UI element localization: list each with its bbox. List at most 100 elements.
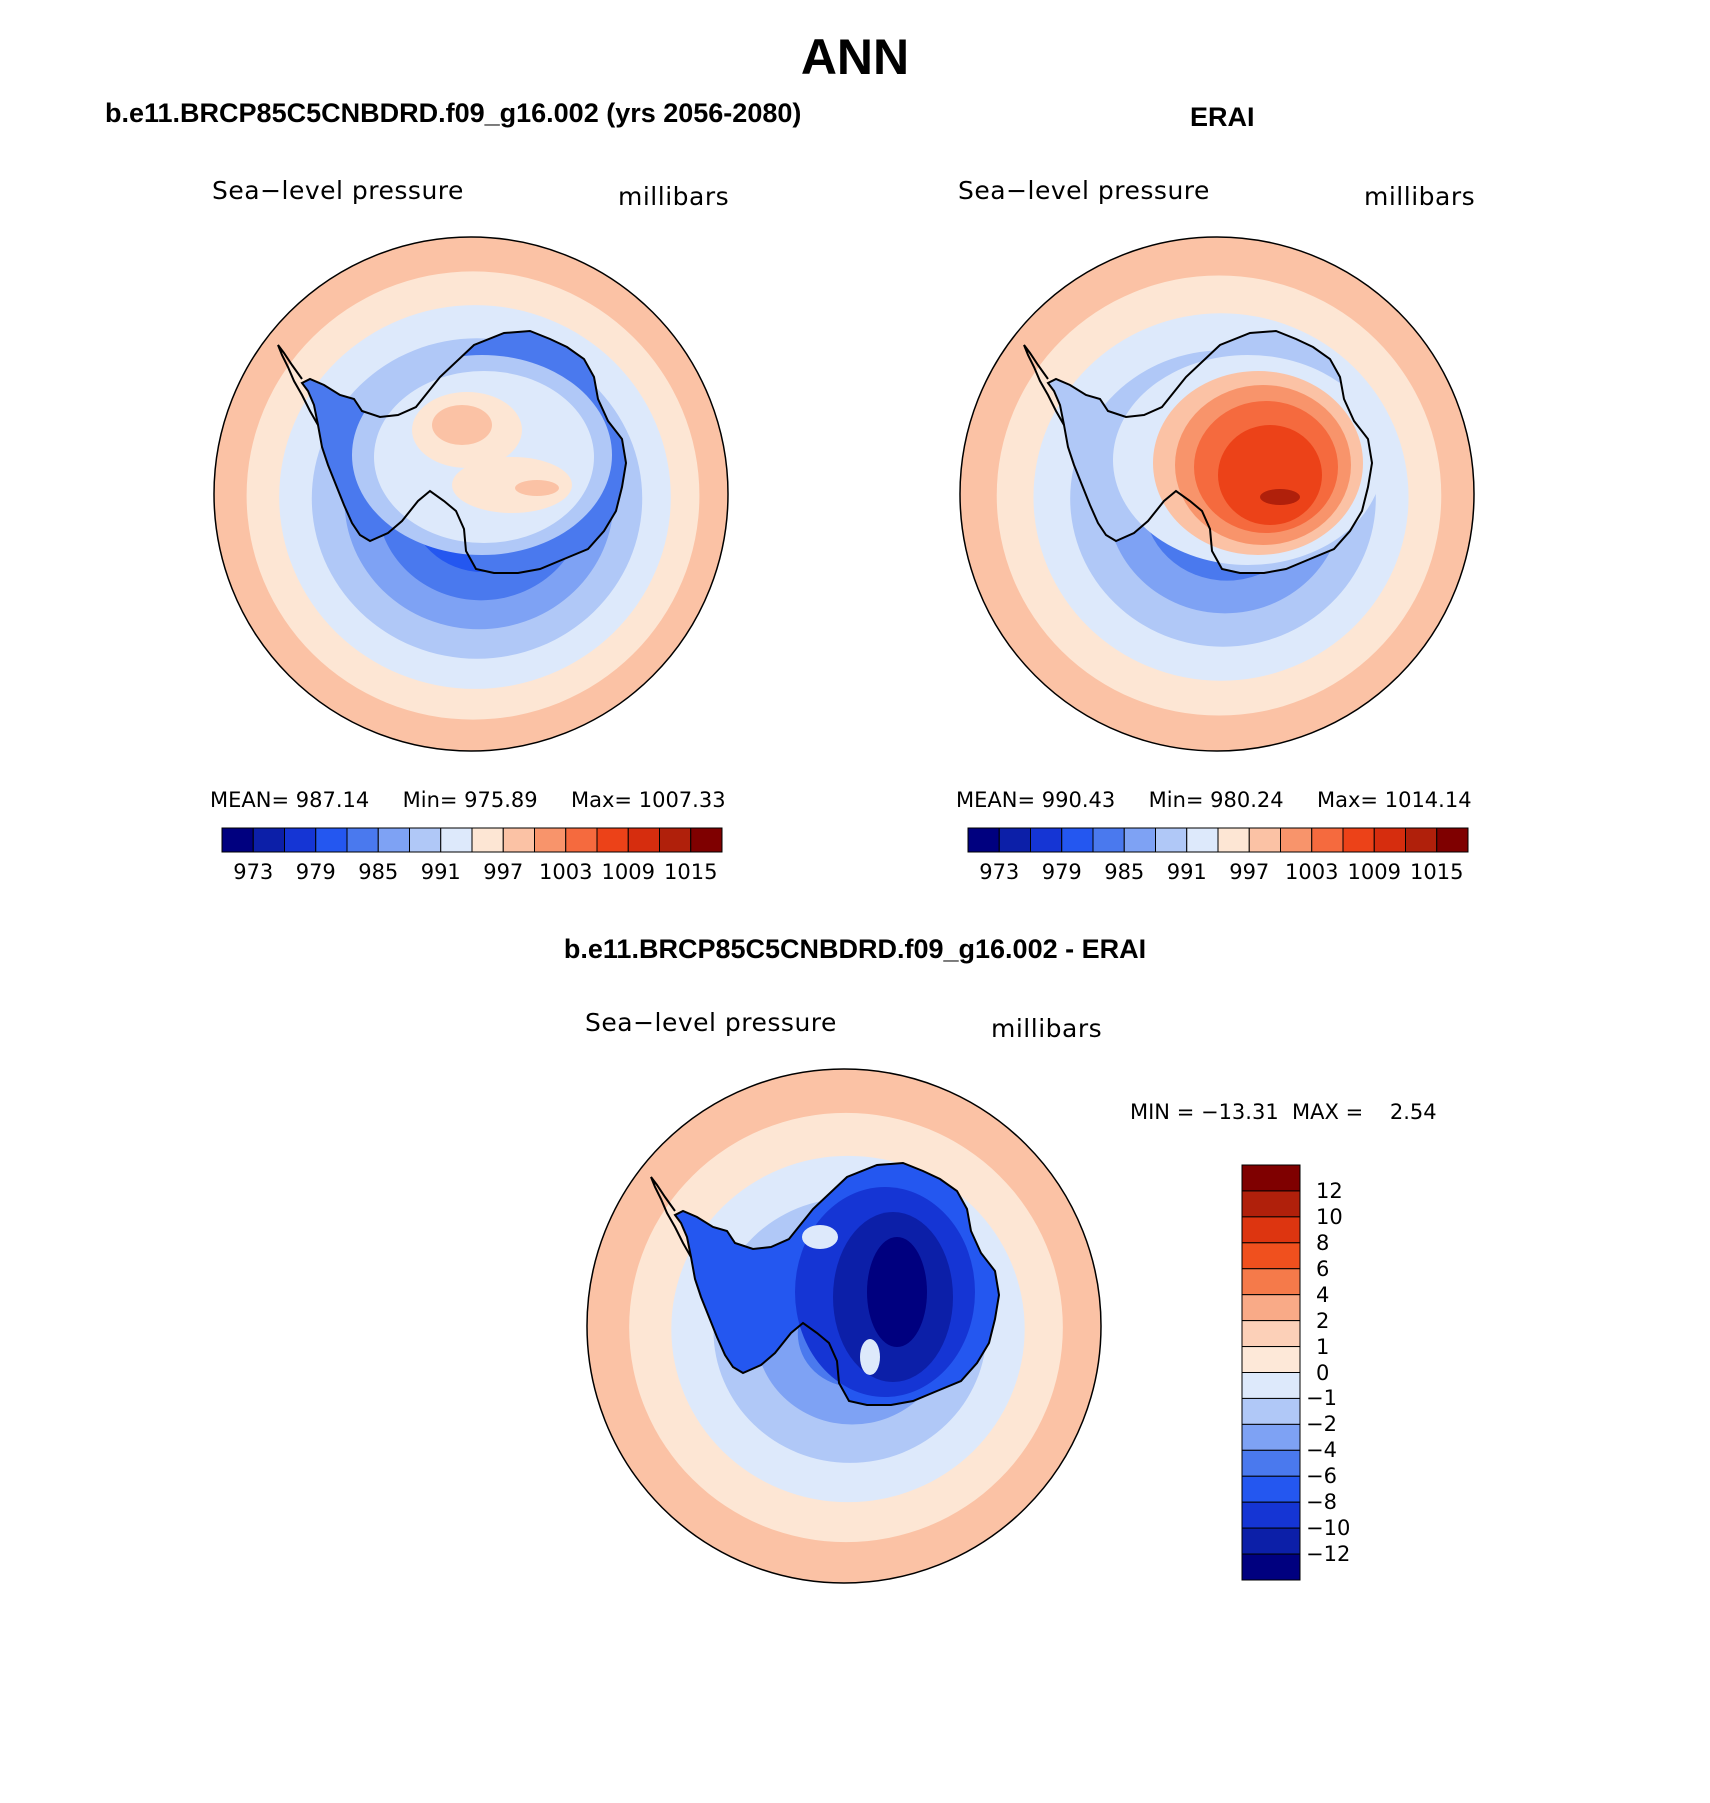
units-label-diff: millibars: [991, 1014, 1103, 1043]
colorbar-box: [1092, 827, 1125, 853]
mean-value: 990.43: [1041, 788, 1116, 812]
colorbar-box: [1123, 827, 1156, 853]
colorbar-box: [1311, 827, 1344, 853]
colorbar-ticks-model: 973 979 985 991 997 1003 1009 1015: [222, 860, 722, 886]
colorbar-box: [1248, 827, 1281, 853]
colorbar-box: [1241, 1294, 1301, 1322]
coastline: [300, 329, 628, 574]
colorbar-tick-label: −8: [1306, 1490, 1337, 1515]
colorbar-tick-label: −6: [1306, 1464, 1337, 1489]
colorbar-tick-label: 10: [1316, 1204, 1343, 1229]
colorbar-box: [1241, 1553, 1301, 1581]
colorbar-tick-label: 1009: [1347, 860, 1401, 884]
colorbar-box: [565, 827, 598, 853]
colorbar-tick-label: 985: [358, 860, 399, 884]
colorbar-box: [1241, 1216, 1301, 1244]
contour-band: [1218, 425, 1322, 525]
colorbar-box: [1241, 1397, 1301, 1425]
max-value: 1007.33: [638, 788, 726, 812]
max-label: Max=: [1317, 788, 1379, 812]
variable-label-model: Sea−level pressure: [212, 176, 464, 205]
colorbar-tick-label: 1003: [1285, 860, 1339, 884]
coastline: [673, 1161, 1001, 1406]
colorbar-tick-label: 1003: [539, 860, 593, 884]
colorbar-box: [377, 827, 410, 853]
panel-title-model: b.e11.BRCP85C5CNBDRD.f09_g16.002 (yrs 20…: [105, 98, 802, 128]
colorbar-tick-label: 1015: [1410, 860, 1464, 884]
colorbar-tick-label: 973: [233, 860, 274, 884]
min-label: Min=: [1148, 788, 1204, 812]
colorbar-tick-label: 997: [1229, 860, 1270, 884]
colorbar-box: [1241, 1475, 1301, 1503]
colorbar-tick-label: 985: [1104, 860, 1145, 884]
map-border: [586, 1068, 1102, 1584]
colorbar-tick-label: −1: [1306, 1386, 1337, 1411]
colorbar-tick-label: 1015: [664, 860, 718, 884]
colorbar-tick-label: 997: [483, 860, 524, 884]
units-label-obs: millibars: [1364, 182, 1476, 211]
coastline-peninsula: [650, 1176, 692, 1258]
colorbar-tick-label: −2: [1306, 1412, 1337, 1437]
colorbar-tick-label: 973: [979, 860, 1020, 884]
colorbar-box: [690, 827, 723, 853]
colorbar-box: [534, 827, 567, 853]
stats-line-diff: MIN = −13.31 MAX = 2.54: [1130, 1100, 1437, 1124]
colorbar-box: [1342, 827, 1375, 853]
colorbar-diff: [1241, 1164, 1301, 1581]
colorbar-tick-label: 991: [420, 860, 461, 884]
contour-band: [860, 1339, 880, 1375]
colorbar-tick-label: 979: [1041, 860, 1082, 884]
polar-map-diff: [586, 1068, 1102, 1584]
coastline: [1046, 329, 1374, 574]
colorbar-box: [1241, 1346, 1301, 1373]
panel-title-obs: ERAI: [1190, 102, 1255, 132]
colorbar-box: [596, 827, 629, 853]
panel-title-diff: b.e11.BRCP85C5CNBDRD.f09_g16.002 - ERAI: [563, 934, 1147, 964]
min-label: Min=: [402, 788, 458, 812]
polar-map-obs: [959, 236, 1475, 752]
colorbar-tick-label: −12: [1306, 1542, 1351, 1567]
colorbar-box: [1241, 1423, 1301, 1451]
min-value: 980.24: [1210, 788, 1284, 812]
colorbar-box: [967, 827, 1000, 853]
colorbar-box: [1241, 1164, 1301, 1192]
coastline-peninsula: [277, 344, 319, 426]
colorbar-box: [1241, 1527, 1301, 1555]
map-border: [959, 236, 1475, 752]
colorbar-tick-label: 8: [1316, 1230, 1330, 1255]
colorbar-box: [502, 827, 535, 853]
colorbar-box: [1061, 827, 1094, 853]
polar-map-model: [213, 236, 729, 752]
colorbar-box: [1405, 827, 1438, 853]
map-border: [213, 236, 729, 752]
colorbar-box: [440, 827, 473, 853]
max-label: Max=: [571, 788, 633, 812]
colorbar-tick-label: −4: [1306, 1438, 1337, 1463]
contour-band: [432, 405, 492, 445]
colorbar-box: [315, 827, 348, 853]
colorbar-obs: [967, 827, 1469, 853]
colorbar-tick-label: 991: [1166, 860, 1207, 884]
stats-line-obs: MEAN= 990.43 Min= 980.24 Max= 1014.14: [956, 788, 1472, 812]
colorbar-box: [1155, 827, 1188, 853]
variable-label-diff: Sea−level pressure: [585, 1008, 837, 1037]
colorbar-tick-label: −10: [1306, 1516, 1351, 1541]
colorbar-box: [252, 827, 285, 853]
colorbar-tick-label: 2: [1316, 1308, 1330, 1333]
colorbar-box: [471, 827, 504, 853]
colorbar-box: [1241, 1320, 1301, 1348]
colorbar-box: [1436, 827, 1469, 853]
colorbar-box: [1030, 827, 1063, 853]
mean-label: MEAN=: [210, 788, 290, 812]
colorbar-box: [627, 827, 660, 853]
colorbar-tick-label: 979: [295, 860, 336, 884]
colorbar-box: [998, 827, 1031, 853]
colorbar-box: [1373, 827, 1406, 853]
mean-value: 987.14: [295, 788, 370, 812]
contour-band: [1260, 489, 1300, 505]
colorbar-box: [1241, 1242, 1301, 1270]
colorbar-box: [1217, 827, 1250, 853]
colorbar-box: [1241, 1268, 1301, 1296]
colorbar-box: [1241, 1372, 1301, 1399]
colorbar-box: [346, 827, 379, 853]
